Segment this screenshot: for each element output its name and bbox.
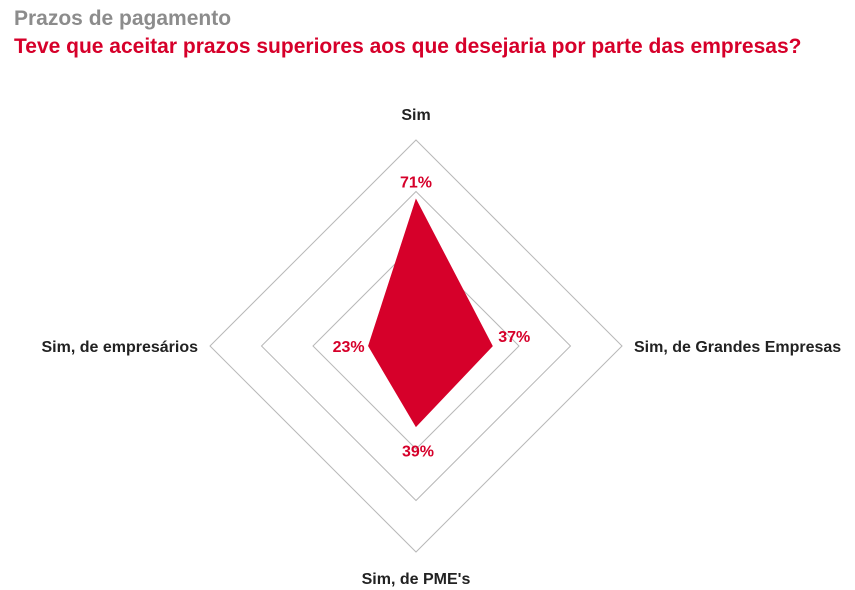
chart-kicker: Prazos de pagamento (14, 7, 232, 30)
data-label-4: 23% (333, 339, 365, 356)
radar-labels: Sim Sim, de Grandes Empresas Sim, de PME's… (41, 107, 841, 588)
axis-label-1: Sim (401, 107, 430, 124)
axis-label-4: Sim, de empresários (41, 339, 198, 356)
data-label-1: 71% (400, 175, 432, 192)
grid-ring-2 (260, 190, 572, 502)
axis-label-2: Sim, de Grandes Empresas (634, 339, 841, 356)
data-label-3: 39% (402, 443, 434, 460)
radar-grid (209, 139, 623, 553)
radar-series (368, 198, 493, 428)
axis-label-3: Sim, de PME's (362, 571, 471, 588)
chart-title: Teve que aceitar prazos superiores aos q… (14, 35, 802, 58)
grid-ring-3 (209, 139, 623, 553)
data-label-2: 37% (498, 329, 530, 346)
grid-ring-1 (312, 242, 520, 450)
chart-header: Prazos de pagamento Teve que aceitar pra… (14, 6, 844, 60)
series-area (368, 198, 493, 428)
